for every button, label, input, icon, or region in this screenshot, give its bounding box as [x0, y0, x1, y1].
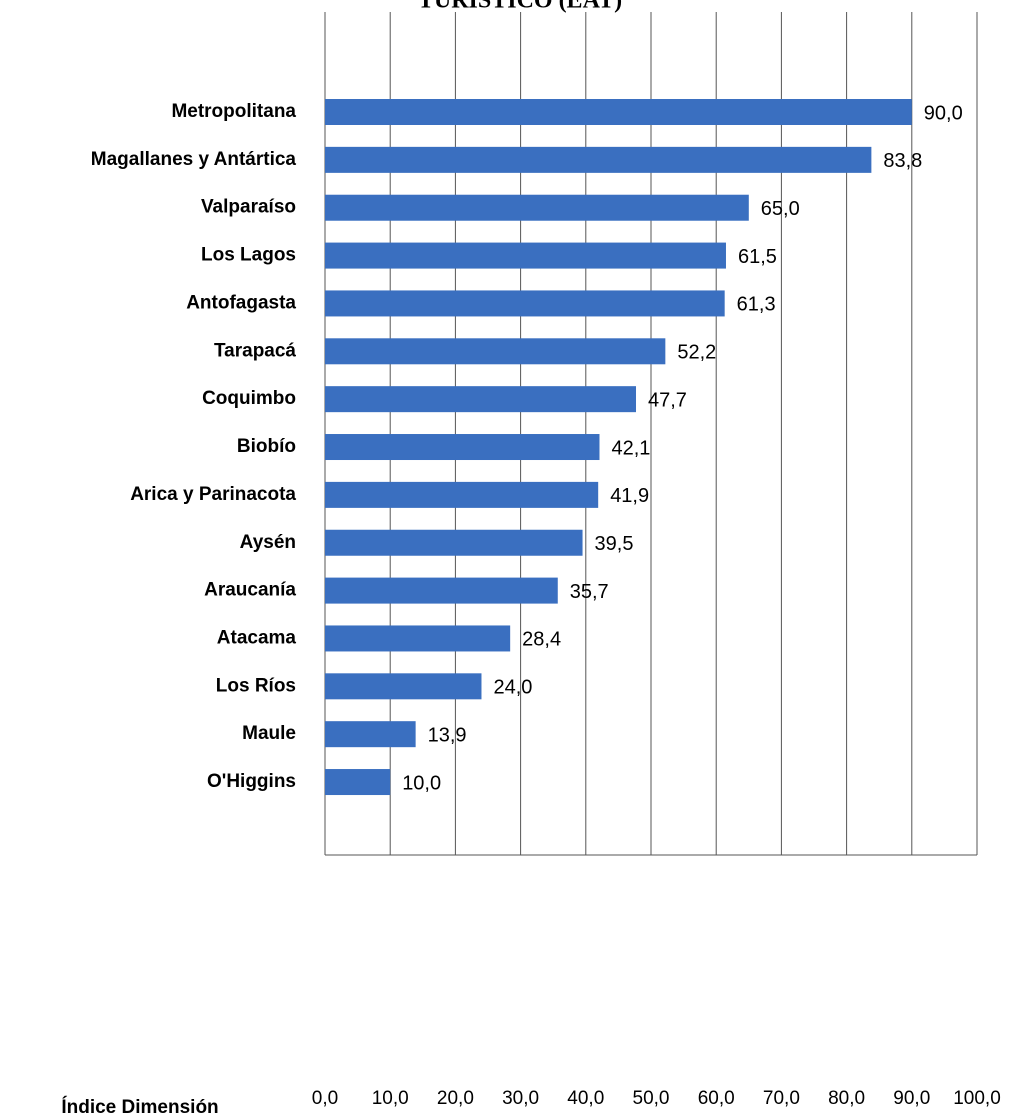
data-label: 83,8: [883, 150, 922, 172]
data-label: 90,0: [924, 102, 963, 124]
x-tick-label: 80,0: [828, 1088, 865, 1109]
data-label: 35,7: [570, 581, 609, 603]
y-tick-label: O'Higgins: [207, 771, 296, 792]
bar: [325, 242, 726, 269]
bar: [325, 577, 558, 604]
data-label: 47,7: [648, 389, 687, 411]
bar: [325, 99, 912, 125]
data-label: 39,5: [595, 533, 634, 555]
y-tick-label: Valparaíso: [201, 197, 296, 218]
y-tick-label: Arica y Parinacota: [130, 484, 296, 505]
bar: [325, 146, 872, 173]
chart-title: TURÍSTICO (EAT): [418, 0, 622, 14]
data-label: 24,0: [493, 677, 532, 699]
bar: [325, 529, 583, 556]
y-tick-label: Los Ríos: [216, 675, 296, 696]
y-tick-label: Metropolitana: [171, 101, 296, 122]
x-tick-label: 0,0: [312, 1088, 338, 1109]
x-tick-label: 20,0: [437, 1088, 474, 1109]
data-label: 52,2: [677, 342, 716, 364]
x-tick-label: 100,0: [953, 1088, 1001, 1109]
x-tick-label: 10,0: [372, 1088, 409, 1109]
bar: [325, 625, 511, 652]
bar: [325, 769, 391, 796]
bar: [325, 481, 599, 508]
y-tick-label: Coquimbo: [202, 388, 296, 409]
bar: [325, 290, 725, 317]
bar: [325, 434, 600, 461]
data-label: 61,5: [738, 246, 777, 268]
x-tick-label: 70,0: [763, 1088, 800, 1109]
x-tick-label: 50,0: [633, 1088, 670, 1109]
data-label: 61,3: [737, 294, 776, 316]
data-label: 28,4: [522, 629, 561, 651]
x-tick-label: 40,0: [567, 1088, 604, 1109]
y-tick-label: Atacama: [217, 627, 297, 648]
bar: [325, 721, 416, 748]
y-tick-label: Biobío: [237, 436, 296, 457]
y-tick-label: Antofagasta: [186, 292, 296, 313]
x-tick-label: 30,0: [502, 1088, 539, 1109]
y-tick-label: Maule: [242, 723, 296, 744]
x-tick-label: 60,0: [698, 1088, 735, 1109]
y-tick-label: Tarapacá: [214, 340, 296, 361]
bar: [325, 673, 482, 700]
data-label: 41,9: [610, 485, 649, 507]
x-axis-label: Índice Dimensión: [61, 1096, 218, 1118]
x-tick-label: 90,0: [893, 1088, 930, 1109]
bar: [325, 194, 749, 221]
data-label: 13,9: [428, 724, 467, 746]
data-label: 65,0: [761, 198, 800, 220]
data-label: 42,1: [611, 437, 650, 459]
y-tick-label: Araucanía: [204, 580, 296, 601]
y-tick-label: Los Lagos: [201, 245, 296, 266]
y-tick-label: Magallanes y Antártica: [91, 149, 297, 170]
y-tick-label: Aysén: [240, 532, 296, 553]
data-label: 10,0: [402, 772, 441, 794]
bar: [325, 338, 666, 365]
bar: [325, 386, 637, 413]
